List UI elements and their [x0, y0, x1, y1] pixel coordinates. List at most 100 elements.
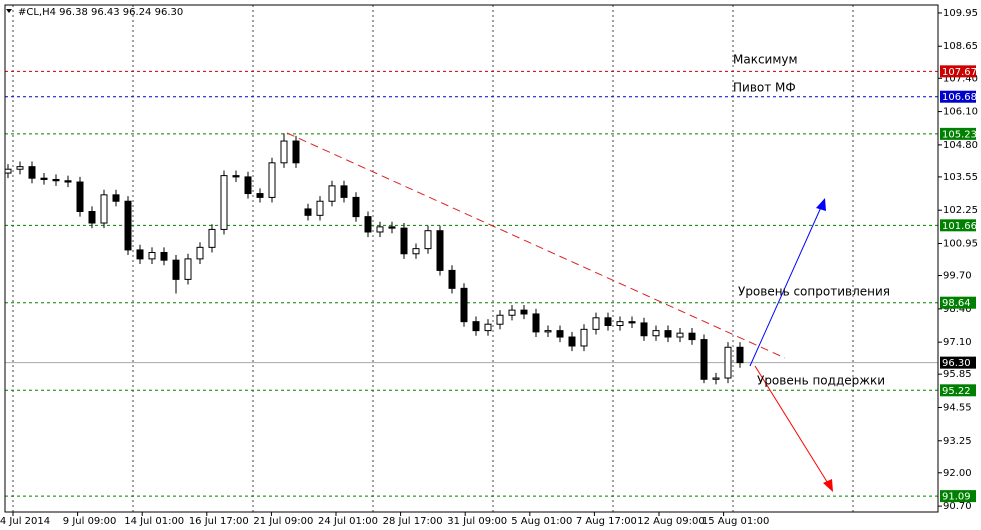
candle-body [316, 200, 324, 216]
candle-body [484, 323, 492, 332]
candle-body [652, 330, 660, 337]
candle-body [196, 246, 204, 260]
candle-body [124, 200, 132, 251]
y-tick-label: 97.10 [943, 337, 972, 348]
candle-body [112, 194, 120, 202]
candle-body [700, 339, 708, 380]
y-tick-label: 99.70 [943, 271, 972, 282]
candle-body [616, 321, 624, 326]
y-tick-label: 102.25 [943, 205, 978, 216]
candle-body [328, 185, 336, 202]
candle-body [28, 166, 36, 179]
candle-body [448, 269, 456, 289]
candle-body [244, 176, 252, 195]
candle-body [220, 175, 228, 230]
candle-body [280, 140, 288, 164]
annotation: Уровень поддержки [757, 374, 885, 388]
level-label: 106.68 [942, 92, 977, 103]
candle-body [508, 309, 516, 316]
levels [5, 70, 938, 497]
y-tick-label: 108.65 [943, 41, 978, 52]
candle-body [472, 321, 480, 332]
level-label: 95.22 [942, 386, 971, 397]
candles [4, 133, 744, 385]
y-tick-label: 106.10 [943, 107, 978, 118]
x-tick-label: 31 Jul 09:00 [447, 516, 507, 527]
plot-frame [4, 4, 939, 513]
y-tick-label: 104.80 [943, 140, 978, 151]
candle-body [640, 322, 648, 337]
header-icon [6, 9, 12, 13]
annotation: Уровень сопротивления [738, 285, 890, 299]
arrow-down-head [823, 479, 833, 492]
x-tick-label: 7 Aug 17:00 [576, 516, 637, 527]
y-tick-label: 90.70 [943, 501, 972, 512]
y-tick-label: 109.95 [943, 8, 978, 19]
candle-body [340, 185, 348, 198]
candle-body [16, 166, 24, 170]
candle-body [568, 336, 576, 347]
y-tick-label: 94.55 [943, 402, 972, 413]
annotation: Максимум [733, 53, 798, 67]
x-tick-label: 9 Jul 09:00 [63, 516, 117, 527]
level-label-box [940, 296, 976, 309]
arrow-up [749, 204, 823, 367]
candle-body [184, 258, 192, 280]
candle-body [460, 287, 468, 323]
level-label: 107.67 [942, 67, 977, 78]
trend-line [286, 132, 786, 359]
candle-body [136, 249, 144, 260]
x-tick-label: 12 Aug 09:00 [637, 516, 704, 527]
candle-body [628, 321, 636, 324]
x-tick-label: 5 Aug 01:00 [511, 516, 572, 527]
candle-body [268, 162, 276, 198]
candle-body [688, 332, 696, 341]
level-label-box [940, 90, 976, 103]
candle-body [256, 193, 264, 198]
candle-body [592, 317, 600, 330]
candle-body [292, 140, 300, 164]
x-tick-label: 4 Jul 2014 [0, 516, 50, 527]
y-tick-label: 103.55 [943, 172, 978, 183]
candle-body [52, 178, 60, 182]
level-label: 101.66 [942, 221, 977, 232]
candle-body [544, 330, 552, 333]
candle-body [436, 230, 444, 271]
x-tick-label: 24 Jul 01:00 [318, 516, 378, 527]
candle-body [712, 377, 720, 380]
axes: 109.95 108.65 107.40 106.10 104.80 103.55 102.… [0, 8, 978, 527]
x-tick-label: 21 Jul 09:00 [253, 516, 313, 527]
level-label-box [940, 65, 976, 78]
candle-body [88, 210, 96, 224]
x-tick-label: 14 Jul 01:00 [124, 516, 184, 527]
level-label-box [940, 384, 976, 397]
level-label: 91.09 [942, 492, 971, 503]
x-tick-label: 16 Jul 17:00 [189, 516, 249, 527]
candle-body [304, 208, 312, 216]
candle-body [412, 248, 420, 255]
candle-body [352, 196, 360, 218]
chart-header: #CL,H4 96.38 96.43 96.24 96.30 [18, 7, 183, 18]
x-tick-label: 15 Aug 01:00 [702, 516, 769, 527]
candle-body [388, 226, 396, 229]
candle-body [520, 309, 528, 315]
candle-body [148, 251, 156, 260]
candle-body [532, 313, 540, 333]
level-label-box [940, 127, 976, 140]
candle-body [232, 175, 240, 178]
y-tick-label: 93.25 [943, 436, 972, 447]
candle-body [724, 346, 732, 379]
candle-body [4, 168, 12, 174]
x-tick-label: 28 Jul 17:00 [383, 516, 443, 527]
candle-body [424, 230, 432, 250]
candle-body [400, 227, 408, 255]
arrow-down [754, 365, 830, 486]
y-tick-label: 107.40 [943, 73, 978, 84]
candle-body [40, 177, 48, 180]
candle-body [100, 194, 108, 224]
level-label-box [940, 356, 976, 369]
level-label: 105.23 [942, 129, 977, 140]
arrow-up-head [816, 198, 826, 211]
